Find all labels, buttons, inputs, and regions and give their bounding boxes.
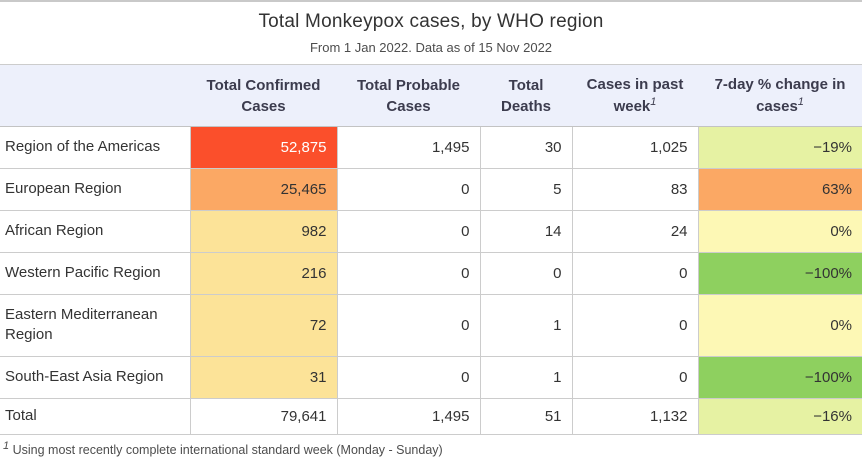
deaths-cell: 0	[479, 252, 572, 295]
header-row: Total Confirmed Cases Total Probable Case…	[0, 64, 862, 127]
pct-change-cell: −19%	[697, 126, 862, 169]
column-header-probable: Total Probable Cases	[337, 64, 480, 127]
probable-cases-cell: 0	[336, 210, 480, 253]
probable-cases-cell: 0	[336, 356, 480, 399]
pct-change-cell: 63%	[697, 168, 862, 211]
past-week-cases-cell: 0	[571, 356, 698, 399]
deaths-cell: 1	[479, 356, 572, 399]
column-header-confirmed: Total Confirmed Cases	[190, 64, 337, 127]
pct-change-cell: −16%	[697, 398, 862, 435]
region-name: Region of the Americas	[0, 126, 190, 169]
table-row: South-East Asia Region 31 0 1 0 −100%	[0, 356, 862, 399]
footnote-text: Using most recently complete internation…	[12, 442, 443, 457]
deaths-cell: 14	[479, 210, 572, 253]
deaths-cell: 1	[479, 294, 572, 357]
confirmed-cases-cell: 52,875	[189, 126, 337, 169]
table-row: Region of the Americas 52,875 1,495 30 1,025…	[0, 126, 862, 169]
probable-cases-cell: 1,495	[336, 398, 480, 435]
column-header-deaths: Total Deaths	[480, 64, 572, 127]
confirmed-cases-cell: 31	[189, 356, 337, 399]
footnote: 1 Using most recently complete internati…	[0, 435, 862, 457]
column-header-region	[0, 64, 190, 127]
probable-cases-cell: 0	[336, 168, 480, 211]
page-title: Total Monkeypox cases, by WHO region	[258, 11, 604, 32]
pct-change-cell: −100%	[697, 252, 862, 295]
deaths-cell: 5	[479, 168, 572, 211]
confirmed-cases-cell: 982	[189, 210, 337, 253]
past-week-cases-cell: 0	[571, 252, 698, 295]
region-name: Eastern Mediterranean Region	[0, 294, 190, 357]
pct-change-cell: 0%	[697, 294, 862, 357]
probable-cases-cell: 0	[336, 294, 480, 357]
past-week-cases-cell: 24	[571, 210, 698, 253]
footnote-marker: 1	[3, 439, 10, 452]
deaths-cell: 30	[479, 126, 572, 169]
confirmed-cases-cell: 25,465	[189, 168, 337, 211]
past-week-cases-cell: 1,132	[571, 398, 698, 435]
table-row: African Region 982 0 14 24 0%	[0, 210, 862, 253]
past-week-cases-cell: 1,025	[571, 126, 698, 169]
table-row: European Region 25,465 0 5 83 63%	[0, 168, 862, 211]
probable-cases-cell: 1,495	[336, 126, 480, 169]
region-name: Total	[0, 398, 190, 435]
confirmed-cases-cell: 216	[189, 252, 337, 295]
column-header-footnote-marker: 1	[797, 96, 804, 108]
pct-change-cell: −100%	[697, 356, 862, 399]
column-header-change: 7-day % change in cases1	[698, 64, 862, 127]
column-header-past-week: Cases in past week1	[572, 64, 698, 127]
region-name: South-East Asia Region	[0, 356, 190, 399]
confirmed-cases-cell: 72	[189, 294, 337, 357]
region-name: Western Pacific Region	[0, 252, 190, 295]
cases-table: Total Confirmed Cases Total Probable Case…	[0, 64, 862, 435]
column-header-footnote-marker: 1	[650, 96, 657, 108]
deaths-cell: 51	[479, 398, 572, 435]
table-row: Eastern Mediterranean Region 72 0 1 0 0%	[0, 294, 862, 357]
past-week-cases-cell: 83	[571, 168, 698, 211]
table-row: Western Pacific Region 216 0 0 0 −100%	[0, 252, 862, 295]
pct-change-cell: 0%	[697, 210, 862, 253]
probable-cases-cell: 0	[336, 252, 480, 295]
region-name: African Region	[0, 210, 190, 253]
confirmed-cases-cell: 79,641	[189, 398, 337, 435]
total-row: Total 79,641 1,495 51 1,132 −16%	[0, 398, 862, 435]
table-body: Region of the Americas 52,875 1,495 30 1,025…	[0, 126, 862, 435]
past-week-cases-cell: 0	[571, 294, 698, 357]
region-name: European Region	[0, 168, 190, 211]
page-subtitle: From 1 Jan 2022. Data as of 15 Nov 2022	[309, 40, 553, 55]
